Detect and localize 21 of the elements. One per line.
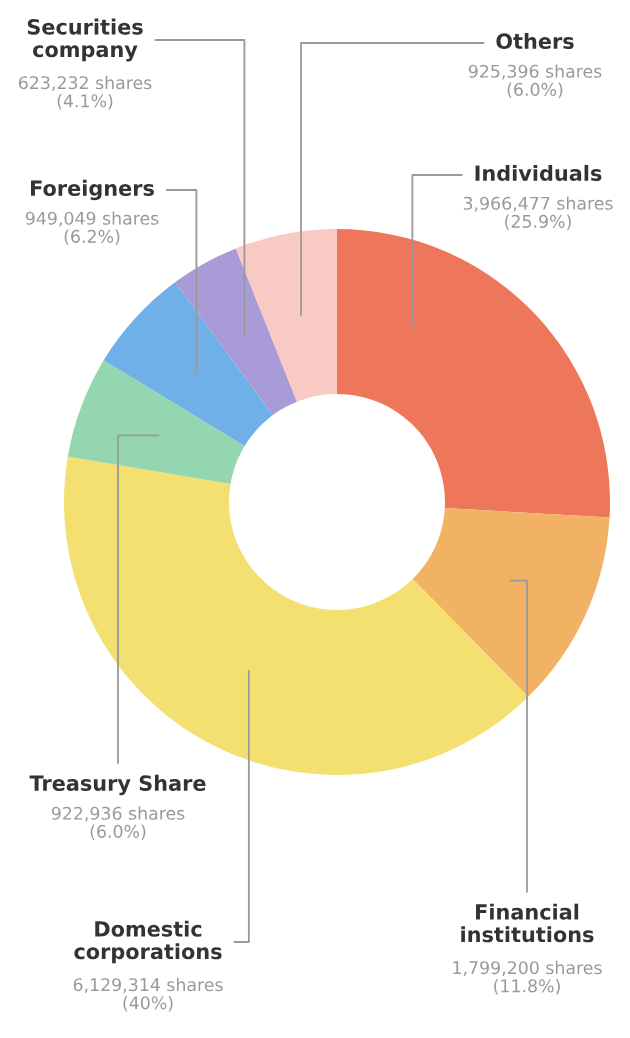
slice-label: Domestic corporations (74, 920, 222, 964)
data-label: 3,966,477 shares (25.9%) (463, 196, 613, 230)
data-label: 6,129,314 shares (40%) (73, 977, 223, 1012)
slice-label: Financial institutions (461, 903, 594, 943)
data-label: 925,396 shares (6.0%) (468, 64, 602, 98)
donut-slice (174, 248, 297, 416)
donut-slice (67, 360, 245, 484)
slice-label: Others (496, 32, 574, 50)
slice-label: Securities company (27, 18, 143, 62)
donut-slice (103, 282, 273, 446)
slice-label: Foreigners (31, 179, 154, 201)
slice-label: Treasury Share (29, 774, 206, 796)
data-label: 922,936 shares (6.0%) (51, 806, 185, 840)
donut-slice (337, 229, 610, 518)
data-label: 1,799,200 shares (11.8%) (453, 960, 602, 995)
data-label: 623,232 shares (4.1%) (18, 75, 152, 110)
slice-label: Individuals (475, 164, 602, 182)
donut-slice (412, 508, 610, 697)
donut-slice (64, 456, 529, 775)
donut-slice (235, 229, 337, 402)
data-label: 949,049 shares (6.2%) (25, 211, 159, 245)
